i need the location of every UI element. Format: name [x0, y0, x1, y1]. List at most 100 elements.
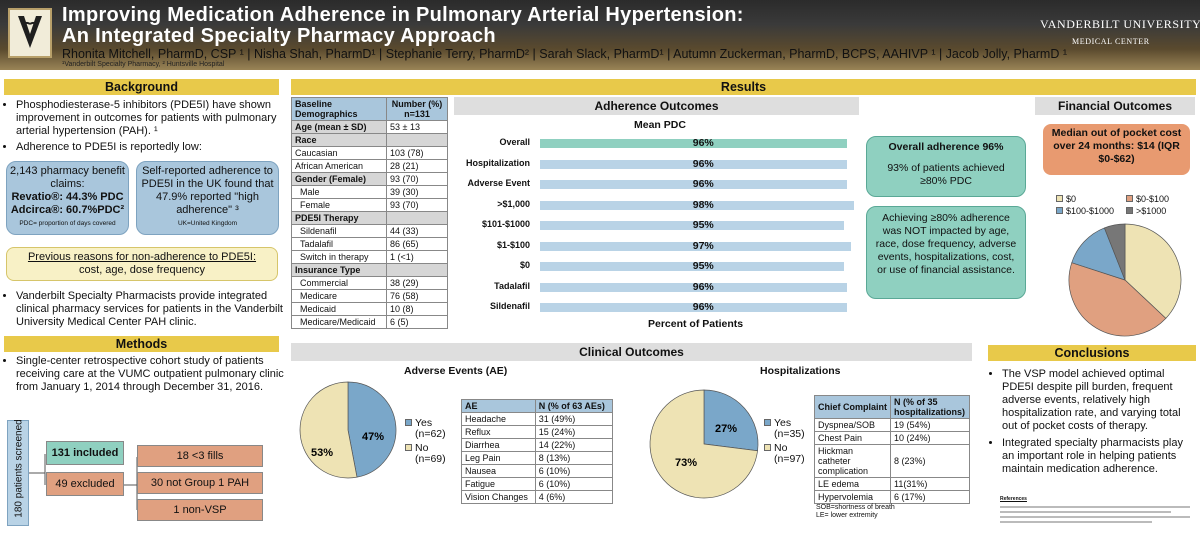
adherence-heading: Adherence Outcomes — [454, 97, 859, 115]
bar-category-label: Adverse Event — [467, 178, 530, 188]
pie-slice — [347, 381, 397, 478]
demographics-value: 1 (<1) — [386, 250, 448, 264]
flow-connectors — [29, 454, 138, 510]
demographics-value — [386, 133, 448, 147]
methods-heading: Methods — [4, 336, 279, 352]
bar-category-label: Overall — [499, 137, 530, 147]
revatio-pdc: Revatio®: 44.3% PDC — [11, 191, 124, 203]
methods-bullet-1: Single-center retrospective cohort study… — [16, 355, 284, 394]
demographics-col-1: Baseline Demographics — [291, 97, 387, 121]
pie-pct-label: 47% — [362, 431, 384, 443]
bar-value — [540, 282, 848, 292]
pie-pct-label: 53% — [311, 447, 333, 459]
demographics-label: Race — [291, 133, 387, 147]
overall-adherence-title: Overall adherence 96% — [888, 141, 1004, 153]
ae-table: AE N (% of 63 AEs) Headache 31 (49%) Reflux… — [461, 399, 614, 504]
bar-value — [540, 303, 848, 312]
bar-category-label: Tadalafil — [494, 280, 530, 291]
poster-title-line1: Improving Medication Adherence in Pulmon… — [62, 4, 744, 26]
hosp-title: Hospitalizations — [760, 365, 841, 377]
ae-table-row: Leg Pain 8 (13%) — [461, 451, 614, 465]
financial-legend-label: $0 — [1066, 194, 1077, 204]
demographics-row: Medicare/Medicaid 6 (5) — [291, 315, 448, 329]
complaint-name: Hypervolemia — [814, 490, 891, 504]
bar-value-label: 96% — [692, 137, 714, 149]
bar-track — [540, 241, 854, 251]
legend-swatch — [405, 419, 412, 426]
bar-track — [540, 159, 854, 169]
uk-adherence-text: Self-reported adherence to PDE5I in the … — [141, 165, 274, 216]
demographics-label: Medicare — [291, 289, 387, 303]
pie-legend-label: No — [774, 442, 788, 454]
ae-title: Adverse Events (AE) — [404, 365, 508, 377]
complaint-count: 6 (17%) — [890, 490, 970, 504]
bar-category-label: Sildenafil — [489, 301, 530, 311]
bar-value-label: 96% — [692, 157, 714, 170]
ae-name: Leg Pain — [461, 451, 536, 465]
ae-table-row: Reflux 15 (24%) — [461, 425, 614, 439]
demographics-row: Sildenafil 44 (33) — [291, 224, 448, 238]
bar-category-label: Hospitalization — [465, 157, 530, 168]
demographics-row: Male 39 (30) — [291, 185, 448, 199]
bar-track — [540, 180, 854, 189]
demographics-value: 28 (21) — [386, 159, 448, 173]
institution-name: VANDERBILT UNIVERSITY — [1040, 17, 1200, 31]
reasons-title: Previous reasons for non-adherence to PD… — [27, 251, 257, 263]
bar-value — [540, 200, 854, 210]
pie-legend-item: Yes (n=62) — [405, 418, 446, 440]
bar-track — [540, 303, 854, 312]
references-heading: References — [1000, 496, 1027, 502]
financial-heading: Financial Outcomes — [1035, 97, 1195, 115]
demographics-table: Baseline Demographics Number (%) n=131 A… — [291, 97, 448, 329]
demographics-row: African American 28 (21) — [291, 159, 448, 173]
complaint-name: Chest Pain — [814, 431, 891, 445]
pdc-note: PDC= proportion of days covered — [19, 220, 116, 227]
financial-legend-item: $0-$100 — [1126, 193, 1169, 205]
hosp-table-row: LE edema 11(31%) — [814, 477, 970, 491]
ae-name: Diarrhea — [461, 438, 536, 452]
demographics-label: Gender (Female) — [291, 172, 387, 186]
background-bullets: Phosphodiesterase-5 inhibitors (PDE5I) h… — [4, 99, 284, 154]
demographics-label: Female — [291, 198, 387, 212]
ae-name: Headache — [461, 412, 536, 426]
adherence-bar-chart: Overall 96% Hospitalization 96% Adverse Even… — [446, 137, 860, 316]
demographics-value: 38 (29) — [386, 276, 448, 290]
financial-legend-item: >$1000 — [1126, 205, 1166, 217]
pie-legend-count: (n=97) — [774, 453, 805, 465]
hosp-pie-chart: 27% 73% — [649, 389, 759, 499]
pie-pct-label: 73% — [675, 457, 697, 469]
ae-table-row: Nausea 6 (10%) — [461, 464, 614, 478]
pie-legend-count: (n=62) — [415, 428, 446, 440]
demographics-value: 86 (65) — [386, 237, 448, 251]
bar-value-label: 95% — [692, 219, 714, 231]
hosp-note-1: SOB=shortness of breath — [816, 504, 895, 511]
claims-text: 2,143 pharmacy benefit claims: — [10, 165, 125, 190]
bar-category-label: $0 — [519, 260, 530, 270]
pie-slice — [1124, 223, 1182, 319]
bar-overall-highlight — [540, 139, 848, 148]
included-box: 131 included — [46, 441, 124, 465]
bar-value-label: 95% — [692, 260, 714, 272]
legend-swatch — [1056, 195, 1063, 202]
ae-table-row: Headache 31 (49%) — [461, 412, 614, 426]
ae-table-row: Vision Changes 4 (6%) — [461, 490, 614, 504]
ae-name: Fatigue — [461, 477, 536, 491]
claims-box: 2,143 pharmacy benefit claims: Revatio®:… — [6, 161, 129, 235]
legend-swatch — [764, 419, 771, 426]
ae-pie-chart: 47% 53% — [299, 381, 397, 479]
hosp-table-header-1: Chief Complaint — [814, 395, 891, 419]
demographics-label: Caucasian — [291, 146, 387, 160]
bar-value — [540, 221, 845, 230]
bar-value-label: 96% — [692, 301, 714, 313]
pie-legend-item: Yes (n=35) — [764, 418, 805, 440]
bar-track — [540, 200, 854, 210]
demographics-row: Age (mean ± SD) 53 ± 13 — [291, 120, 448, 134]
authors: Rhonita Mitchell, PharmD, CSP ¹ | Nisha … — [62, 47, 1068, 61]
financial-legend-label: $0-$100 — [1136, 194, 1170, 204]
ae-table-header-1: AE — [461, 399, 536, 413]
ae-name: Nausea — [461, 464, 536, 478]
demographics-row: Medicaid 10 (8) — [291, 302, 448, 316]
financial-legend-label: $100-$1000 — [1066, 206, 1115, 216]
demographics-row: Commercial 38 (29) — [291, 276, 448, 290]
demographics-row: Caucasian 103 (78) — [291, 146, 448, 160]
